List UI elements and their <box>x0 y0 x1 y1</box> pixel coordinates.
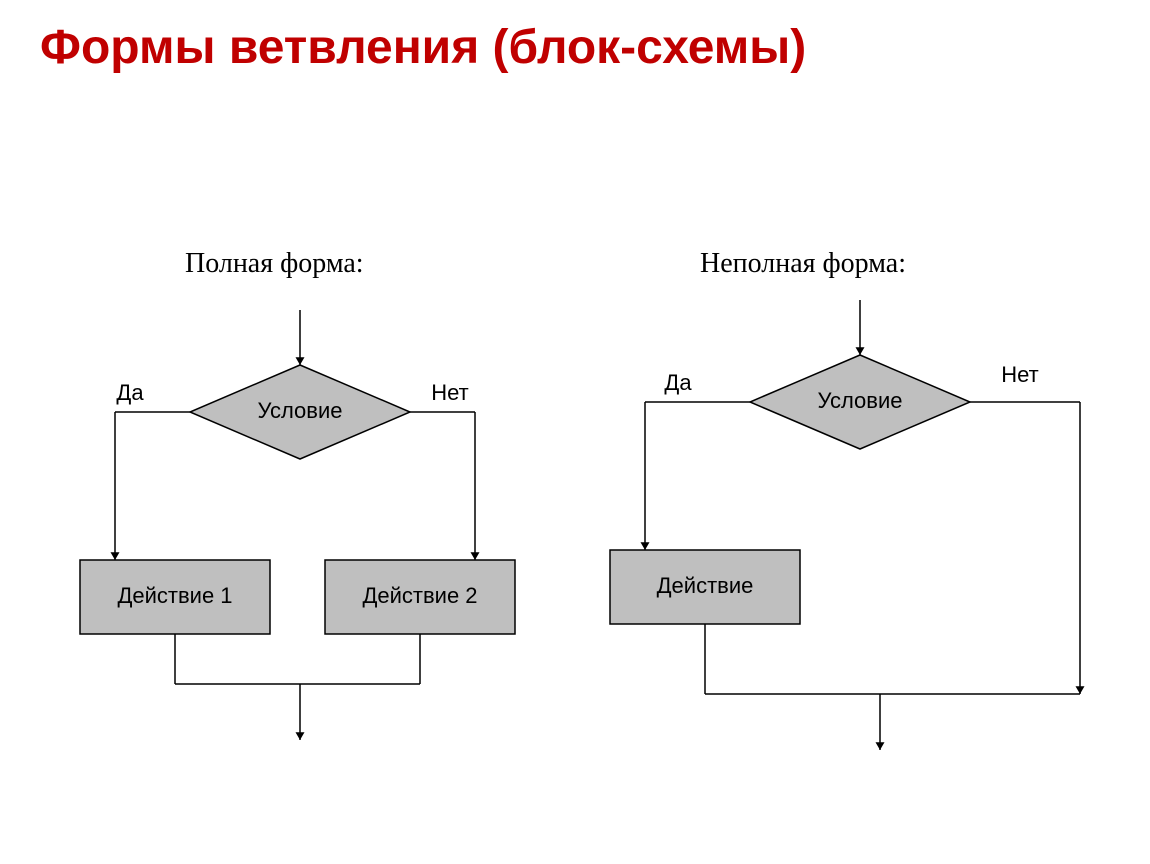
svg-text:Условие: Условие <box>817 388 902 413</box>
full-form-flowchart: Условие Да Нет Действие 1 Действие 2 <box>50 300 570 785</box>
svg-text:Действие 1: Действие 1 <box>117 583 232 608</box>
svg-text:Да: Да <box>664 370 692 395</box>
partial-form-subtitle: Неполная форма: <box>700 248 906 280</box>
svg-text:Да: Да <box>116 380 144 405</box>
svg-text:Нет: Нет <box>1001 362 1038 387</box>
svg-text:Действие 2: Действие 2 <box>362 583 477 608</box>
svg-text:Условие: Условие <box>257 398 342 423</box>
full-form-subtitle: Полная форма: <box>185 248 364 280</box>
partial-form-flowchart: Условие Да Нет Действие <box>580 300 1140 785</box>
page-title: Формы ветвления (блок-схемы) <box>40 20 806 75</box>
svg-text:Действие: Действие <box>657 573 754 598</box>
svg-text:Нет: Нет <box>431 380 468 405</box>
